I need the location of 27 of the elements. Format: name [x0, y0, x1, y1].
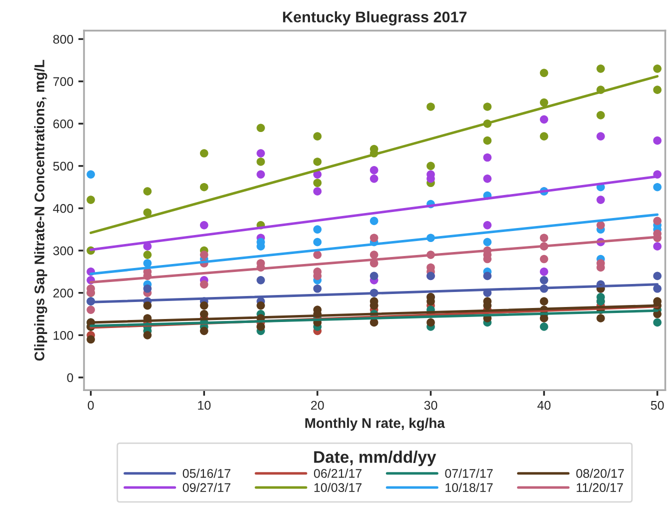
legend-label: 05/16/17	[182, 468, 230, 478]
y-tick-label: 400	[53, 204, 74, 213]
x-tick-label: 0	[88, 400, 94, 410]
y-tick-label: 700	[53, 77, 74, 86]
legend-label: 09/27/17	[182, 482, 230, 492]
y-tick-label: 0	[67, 373, 74, 382]
legend-label: 10/03/17	[314, 482, 362, 492]
legend-label: 10/18/17	[446, 482, 493, 492]
x-tick-label: 40	[537, 400, 550, 410]
x-axis-title: Monthly N rate, kg/ha	[305, 418, 445, 431]
x-tick-label: 10	[198, 400, 211, 410]
y-tick-label: 500	[53, 162, 74, 171]
y-axis-title: Clippings Sap Nitrate-N Concentrations, mg/L	[34, 60, 48, 361]
y-tick-label: 100	[54, 330, 74, 340]
y-tick-label: 800	[53, 34, 74, 44]
x-tick-label: 30	[424, 400, 438, 410]
legend-label: 11/20/17	[576, 482, 623, 492]
chart-title: Kentucky Bluegrass 2017	[283, 11, 467, 26]
x-tick-label: 50	[650, 400, 664, 410]
y-tick-label: 200	[53, 288, 74, 298]
legend-label: 06/21/17	[314, 468, 362, 478]
legend-label: 08/20/17	[576, 468, 624, 478]
x-tick-label: 20	[311, 400, 324, 410]
legend-label: 07/17/17	[445, 468, 493, 478]
y-tick-label: 600	[53, 119, 74, 128]
y-tick-label: 300	[53, 246, 74, 256]
legend-title: Date, mm/dd/yy	[314, 450, 436, 466]
